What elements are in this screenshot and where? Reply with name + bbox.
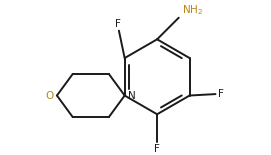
Text: F: F	[218, 89, 224, 99]
Text: NH$_2$: NH$_2$	[182, 3, 203, 17]
Text: O: O	[45, 91, 53, 101]
Text: F: F	[154, 144, 160, 154]
Text: N: N	[128, 91, 136, 101]
Text: F: F	[115, 18, 120, 29]
